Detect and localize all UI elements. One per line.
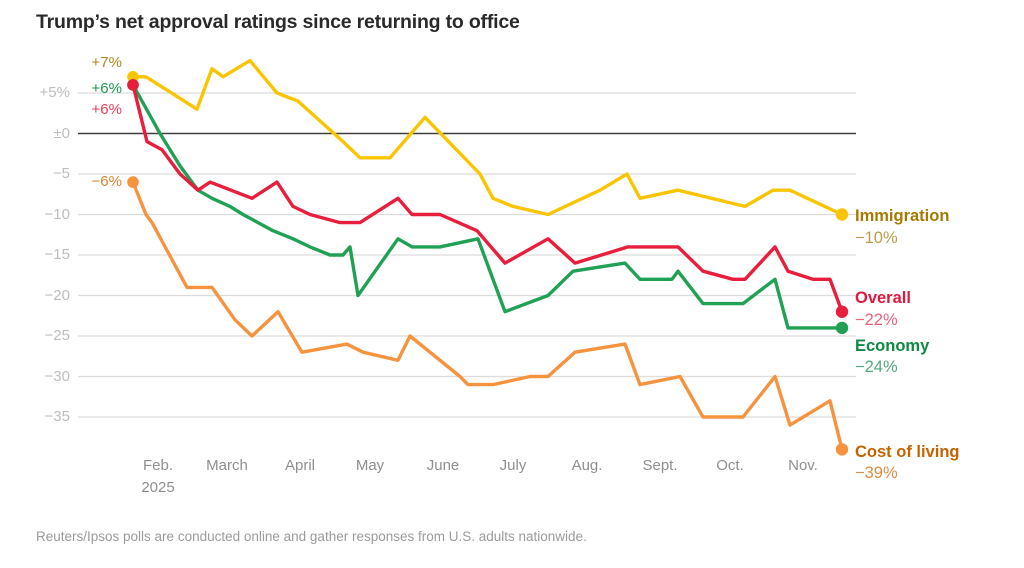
x-tick-month: July	[499, 457, 527, 474]
x-tick-label: July	[475, 455, 551, 477]
y-tick-label: −35	[44, 408, 70, 425]
x-tick-label: Feb. 2025	[120, 455, 196, 499]
series-start-label: −6%	[91, 173, 122, 190]
series-end-value: −10%	[855, 229, 898, 247]
x-tick-month: April	[284, 457, 315, 474]
series-start-dot	[127, 71, 139, 83]
series-start-dot	[127, 176, 139, 188]
series-end-title: Economy	[855, 337, 930, 355]
x-tick-month: June	[426, 457, 460, 474]
y-tick-label: −5	[52, 165, 70, 182]
series-end-value: −24%	[855, 358, 898, 376]
x-tick-month: May	[355, 457, 385, 474]
x-tick-label: March	[189, 455, 265, 477]
x-tick-month: March	[206, 457, 248, 474]
series-end-value: −39%	[855, 464, 898, 482]
x-tick-month: Nov.	[788, 457, 818, 474]
series-line-immigration	[131, 58, 844, 217]
y-tick-label: −25	[44, 327, 70, 344]
series-end-dot	[835, 208, 849, 221]
x-tick-label: May	[332, 455, 408, 477]
series-end-title: Overall	[855, 289, 911, 307]
series-end-dot	[835, 321, 849, 335]
y-tick-label: −30	[44, 367, 70, 385]
x-tick-month: Aug.	[571, 457, 603, 474]
series-line-overall	[131, 83, 844, 314]
x-tick-label: Oct.	[692, 455, 768, 477]
y-tick-label: +5%	[39, 84, 70, 101]
series-end-dot	[835, 305, 849, 318]
x-tick-label: Nov.	[765, 455, 841, 477]
series-line-cost-of-living	[131, 180, 844, 452]
series-end-dot	[835, 443, 849, 456]
x-tick-year: 2025	[141, 479, 175, 496]
source-note: Reuters/Ipsos polls are conducted online…	[36, 529, 587, 544]
y-tick-label: −15	[44, 246, 70, 263]
x-tick-month: Oct.	[716, 457, 744, 474]
x-tick-label: June	[405, 455, 481, 477]
x-tick-label: Sept.	[622, 455, 698, 477]
series-end-title: Immigration	[855, 207, 950, 225]
series-start-label: +6%	[91, 101, 122, 118]
page-title: Trump’s net approval ratings since retur…	[36, 11, 520, 33]
y-tick-label: ±0	[53, 124, 70, 142]
x-tick-label: Aug.	[549, 455, 625, 477]
x-tick-month: Feb.	[142, 457, 173, 474]
series-start-dot	[127, 79, 139, 91]
y-tick-label: −10	[44, 205, 70, 223]
series-start-label: +7%	[91, 54, 122, 71]
x-tick-label: April	[262, 455, 338, 477]
series-end-title: Cost of living	[855, 443, 960, 461]
y-tick-label: −20	[44, 286, 70, 304]
x-tick-month: Sept.	[642, 457, 678, 474]
series-line-economy	[131, 83, 844, 330]
series-end-value: −22%	[855, 311, 898, 329]
series-start-label: +6%	[91, 80, 122, 97]
